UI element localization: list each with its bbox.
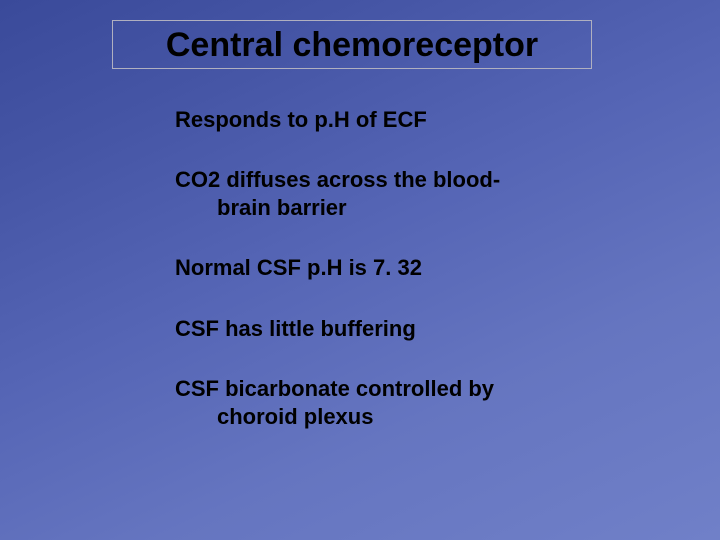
list-item: Normal CSF p.H is 7. 32 [175,254,605,282]
list-item: Responds to p.H of ECF [175,106,605,134]
title-box: Central chemoreceptor [112,20,592,69]
list-item-line1: Responds to p.H of ECF [175,107,427,132]
slide: Central chemoreceptor Responds to p.H of… [0,0,720,540]
body-area: Responds to p.H of ECF CO2 diffuses acro… [175,106,605,463]
list-item-line1: CSF bicarbonate controlled by [175,376,494,401]
slide-title: Central chemoreceptor [123,27,581,64]
list-item-line1: CO2 diffuses across the blood- [175,167,500,192]
list-item: CSF bicarbonate controlled by choroid pl… [175,375,605,431]
list-item: CSF has little buffering [175,315,605,343]
list-item: CO2 diffuses across the blood- brain bar… [175,166,605,222]
list-item-line1: CSF has little buffering [175,316,416,341]
list-item-line1: Normal CSF p.H is 7. 32 [175,255,422,280]
list-item-line2: brain barrier [175,194,605,222]
list-item-line2: choroid plexus [175,403,605,431]
